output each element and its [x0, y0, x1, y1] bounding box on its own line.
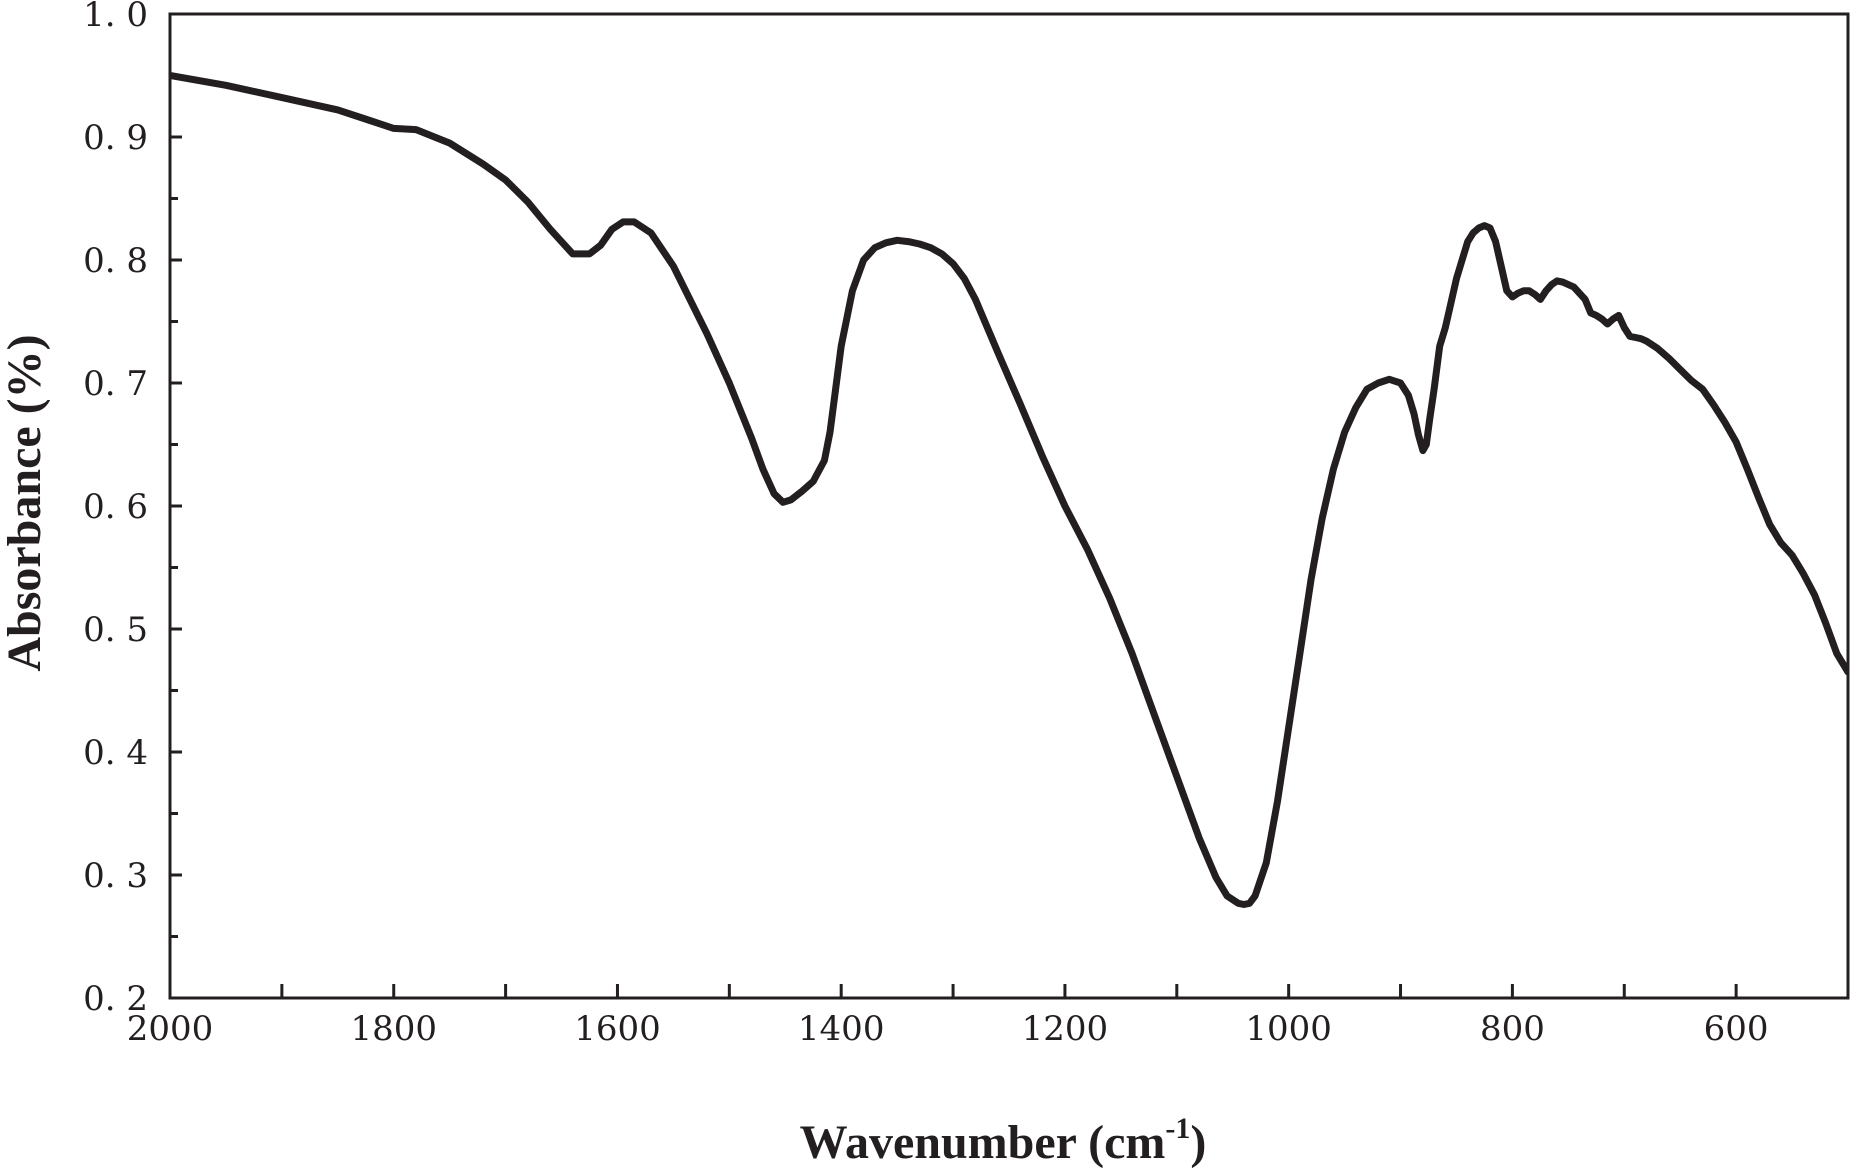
- x-tick-label: 800: [1480, 1009, 1545, 1049]
- x-axis-title-main: Wavenumber (cm: [800, 1116, 1166, 1169]
- y-tick-label: 0. 5: [83, 610, 148, 650]
- y-tick-label: 1. 0: [83, 0, 148, 35]
- x-tick-label: 600: [1704, 1009, 1769, 1049]
- y-tick-label: 0. 9: [83, 118, 148, 158]
- x-tick-label: 1400: [798, 1009, 885, 1049]
- y-tick-label: 0. 3: [83, 856, 148, 896]
- x-tick-label: 1200: [1022, 1009, 1109, 1049]
- x-axis-title-superscript: -1: [1165, 1112, 1190, 1145]
- x-axis-title-tail: ): [1190, 1116, 1206, 1169]
- plot-area: [170, 72, 1848, 908]
- y-axis-title: Absorbance (%): [0, 334, 51, 671]
- y-tick-label: 0. 4: [83, 733, 148, 773]
- x-tick-label: 2000: [127, 1009, 214, 1049]
- series-line-0: [170, 72, 1848, 908]
- y-tick-label: 0. 8: [83, 241, 148, 281]
- x-tick-label: 1800: [350, 1009, 437, 1049]
- axis-ticks: 2000 1800 1600 1400 1200 1000 800 600 0. 2 0. 3 0.…: [83, 0, 1768, 1049]
- x-tick-label: 1000: [1245, 1009, 1332, 1049]
- plot-frame: [168, 12, 1850, 1000]
- y-tick-label: 0. 7: [83, 364, 148, 404]
- y-tick-label: 0. 6: [83, 487, 148, 527]
- x-axis-title: Wavenumber (cm-1): [800, 1112, 1207, 1169]
- y-tick-label: 0. 2: [83, 979, 148, 1019]
- x-tick-label: 1600: [574, 1009, 661, 1049]
- axes: [168, 12, 1850, 1000]
